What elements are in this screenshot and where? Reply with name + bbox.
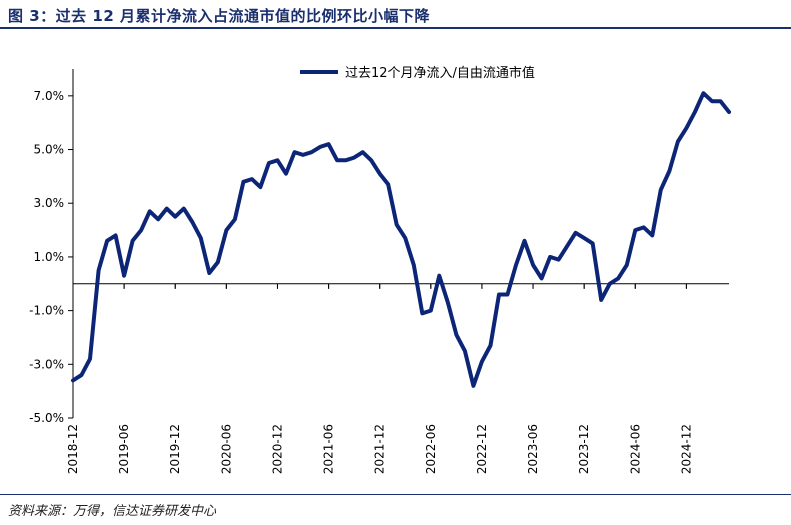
x-axis: 2018-12 2019-06 2019-12 2020-06 2020-12 2021-… [66,283,729,474]
series-layer [71,91,731,388]
y-tick-label: 7.0% [34,89,65,103]
y-tick-label: 1.0% [34,250,65,264]
x-tick-label: 2023-12 [577,424,591,474]
x-tick-label: 2024-12 [679,424,693,474]
chart-title: 图 3：过去 12 月累计净流入占流通市值的比例环比小幅下降 [8,7,430,25]
y-tick-label: -5.0% [29,411,64,425]
legend-label: 过去12个月净流入/自由流通市值 [345,65,535,81]
x-tick-label: 2022-12 [475,424,489,474]
x-tick-label: 2021-12 [373,424,387,474]
y-tick-label: 3.0% [34,196,65,210]
source-note: 资料来源：万得，信达证券研发中心 [8,504,217,519]
x-tick-label: 2019-06 [117,424,131,474]
x-tick-label: 2020-06 [219,424,233,474]
x-tick-label: 2022-06 [424,424,438,474]
series-line [71,91,731,388]
x-tick-label: 2024-06 [628,424,642,474]
y-tick-label: 5.0% [34,143,65,157]
x-tick-label: 2021-06 [322,424,336,474]
y-tick-label: -1.0% [29,304,64,318]
x-tick-label: 2020-12 [270,424,284,474]
y-axis: -5.0% -3.0% -1.0% 1.0% 3.0% 5.0% 7.0% [29,69,74,425]
x-tick-label: 2018-12 [66,424,80,474]
y-tick-label: -3.0% [29,357,64,371]
x-tick-label: 2019-12 [168,424,182,474]
x-tick-label: 2023-06 [526,424,540,474]
legend: 过去12个月净流入/自由流通市值 [300,65,535,81]
footer-divider [0,494,791,495]
title-divider [0,27,791,29]
